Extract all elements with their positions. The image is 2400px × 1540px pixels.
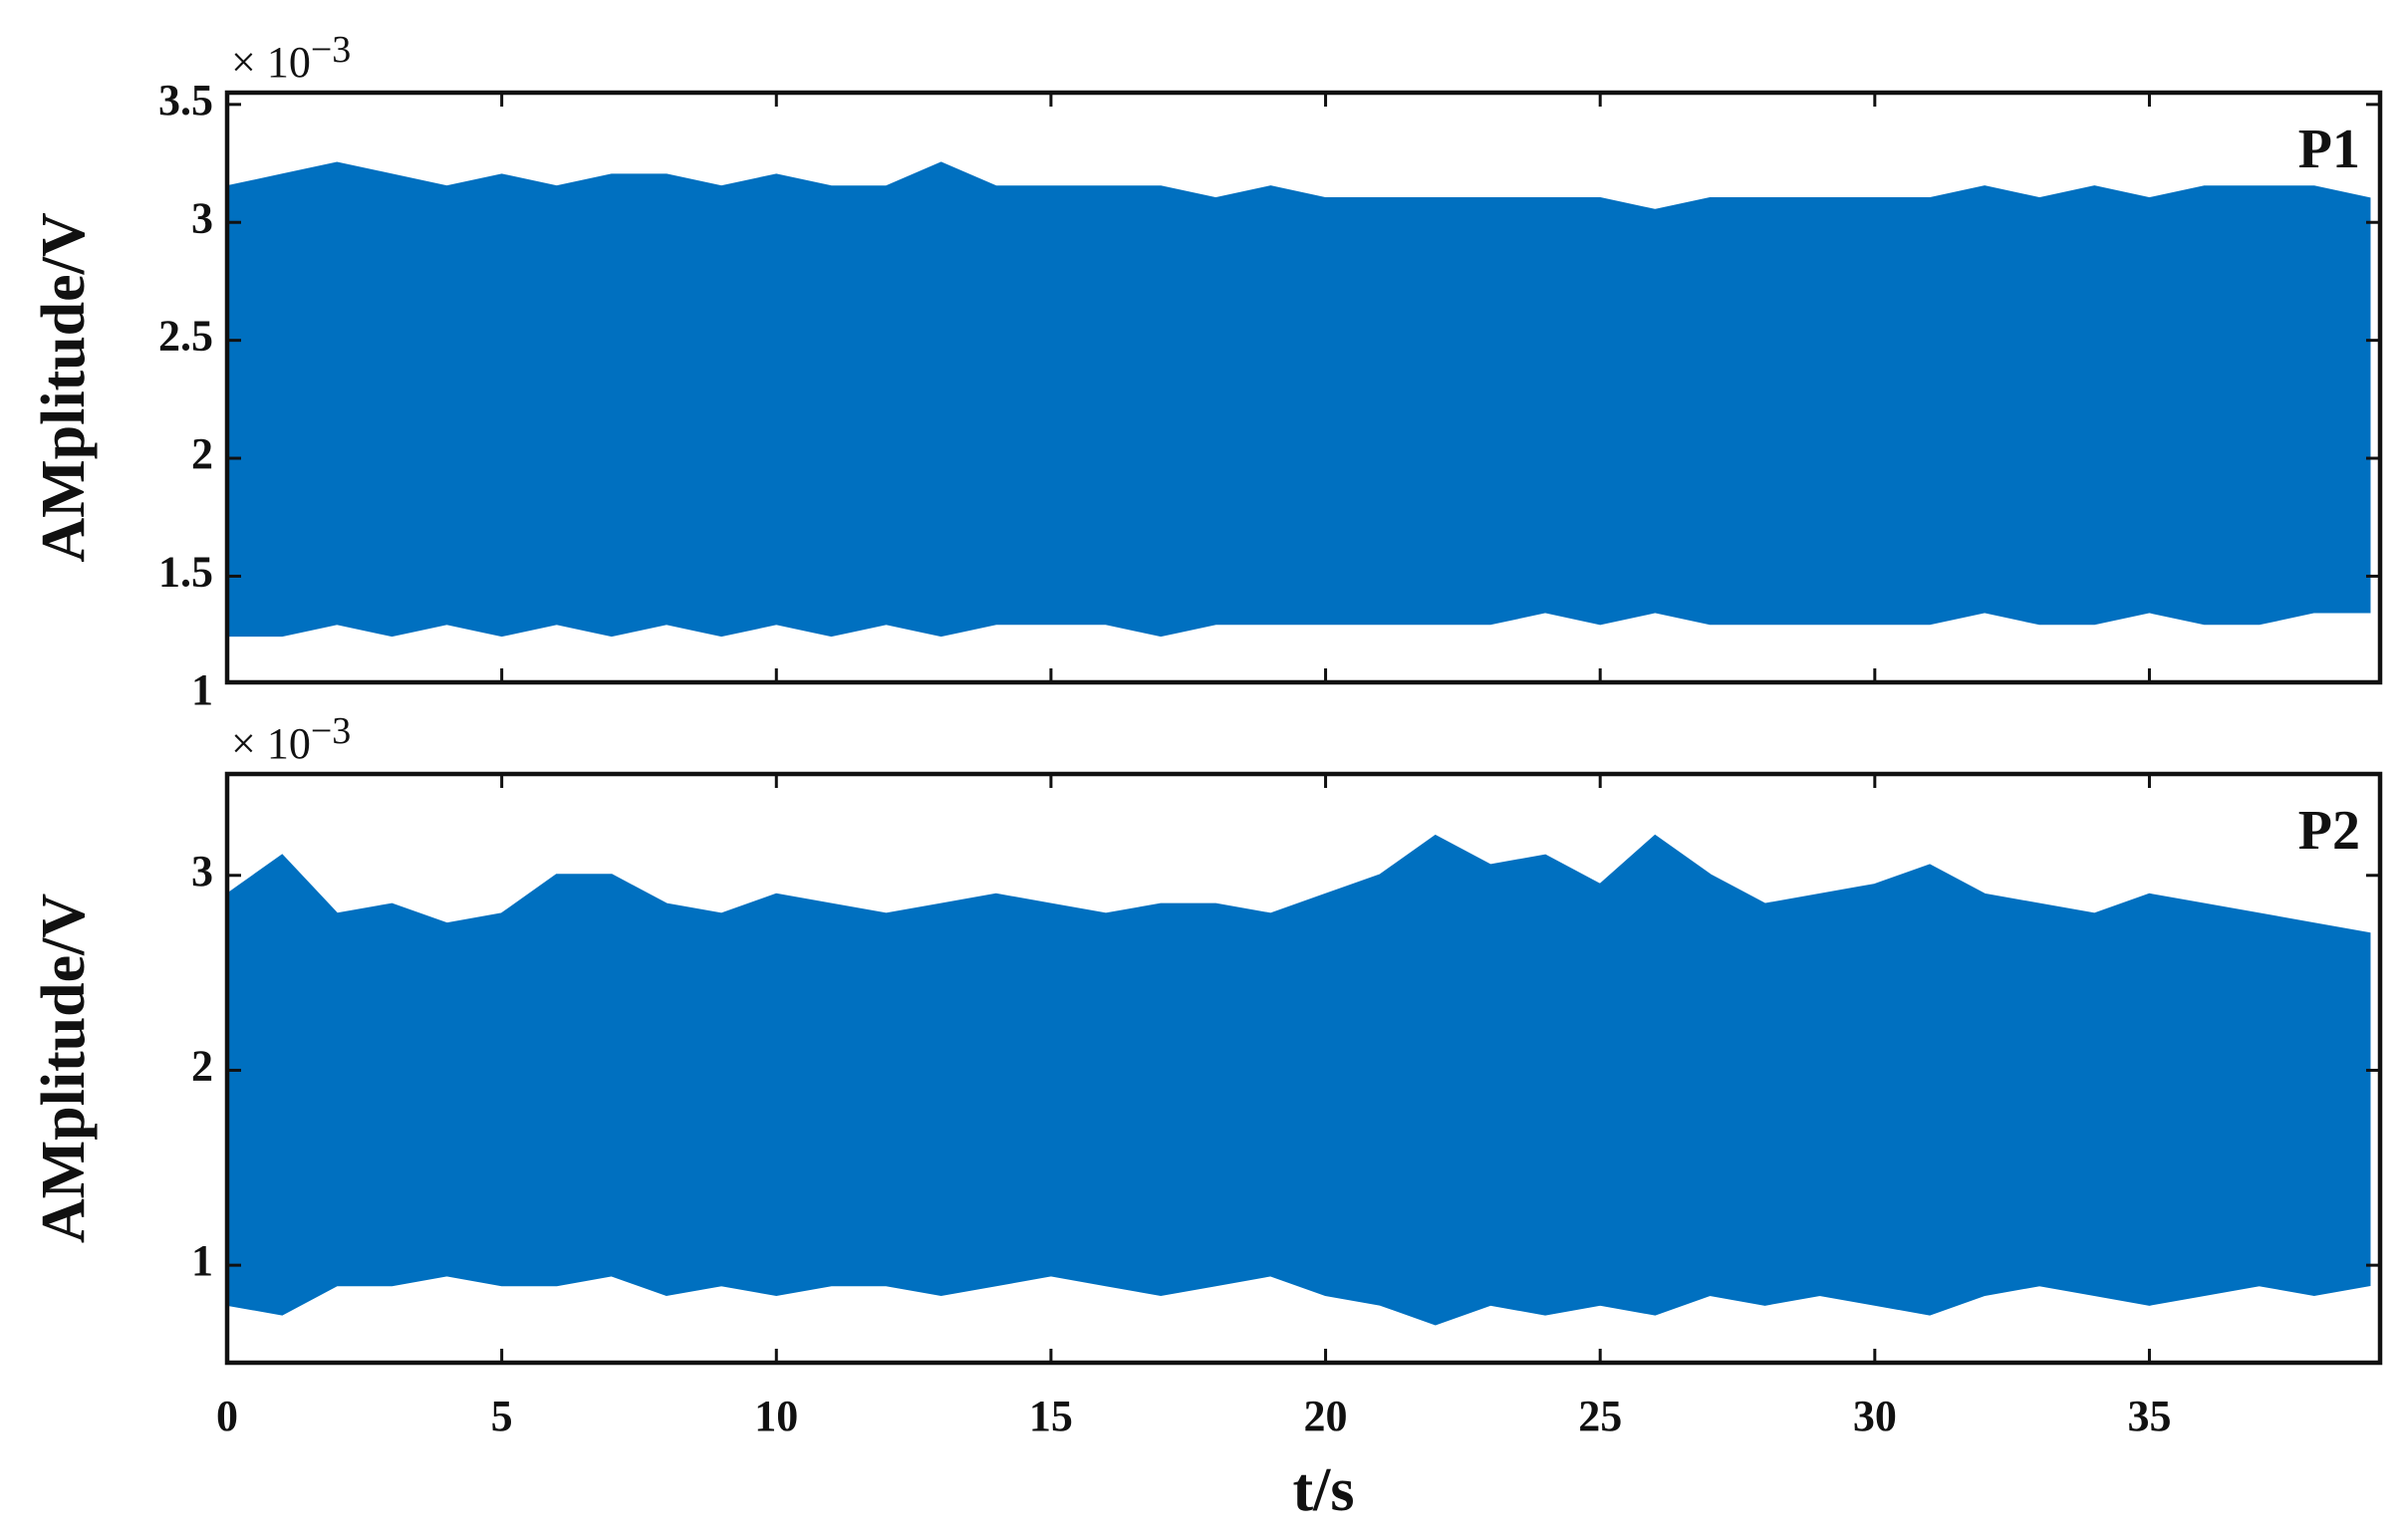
exponent-power: −3	[311, 710, 351, 752]
exponent-base: × 10	[231, 38, 311, 87]
y-tick-label: 3	[191, 193, 213, 242]
y-tick-label: 2	[191, 1042, 213, 1091]
signal-band	[227, 161, 2371, 638]
x-tick-label: 10	[754, 1392, 798, 1440]
x-tick-label: 0	[216, 1392, 238, 1440]
x-tick-label: 20	[1304, 1392, 1348, 1440]
y-tick-label: 1	[191, 665, 213, 714]
x-tick-label: 5	[491, 1392, 513, 1440]
y-axis-label: AMplitude/V	[30, 212, 98, 563]
annotation: P1	[2298, 119, 2360, 180]
x-axis-label: t/s	[1293, 1456, 1355, 1524]
annotation: P2	[2298, 800, 2360, 862]
axes-box	[224, 771, 2383, 1366]
signal-band	[227, 834, 2371, 1326]
y-axis-label: AMplitude/V	[30, 894, 98, 1244]
y-tick-label: 3	[191, 847, 213, 896]
x-tick-label: 25	[1578, 1392, 1622, 1440]
subplot: 0 5 10 15 20 25 30 35 1 2 3 × 10−3 AMplitude/V P2 t/s	[30, 710, 2383, 1524]
x-tick-label: 30	[1853, 1392, 1897, 1440]
exponent-power: −3	[311, 29, 351, 71]
y-tick-label: 3.5	[158, 76, 213, 125]
y-exponent: × 10−3	[231, 29, 351, 87]
y-exponent: × 10−3	[231, 710, 351, 768]
x-tick-label: 15	[1029, 1392, 1073, 1440]
y-tick-label: 1.5	[158, 548, 213, 597]
exponent-base: × 10	[231, 719, 311, 768]
y-tick-label: 2.5	[158, 312, 213, 361]
x-tick-label: 35	[2127, 1392, 2171, 1440]
subplot: 1 1.5 2 2.5 3 3.5 × 10−3 AMplitude/V P1	[30, 29, 2383, 714]
axes-box	[224, 90, 2383, 685]
y-tick-label: 2	[191, 429, 213, 478]
y-tick-label: 1	[191, 1236, 213, 1285]
